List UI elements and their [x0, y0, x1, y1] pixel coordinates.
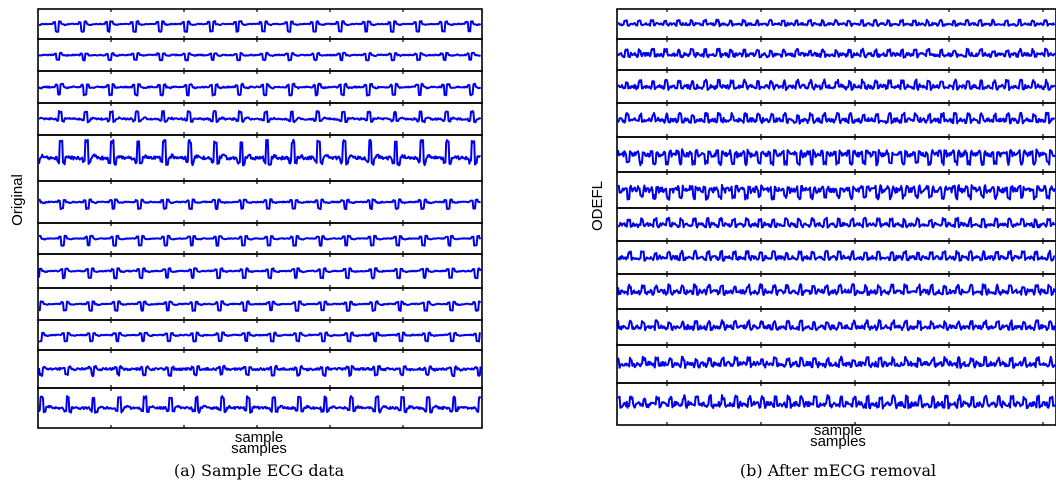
odefl-channel-9: [616, 273, 1056, 310]
channel-rows-odefl: [616, 8, 1056, 426]
odefl-channel-5: [616, 136, 1056, 173]
caption-original: (a) Sample ECG data: [174, 461, 345, 480]
xlabel-overlap-stub-original: sample: [235, 429, 283, 446]
ecg-trace: [38, 138, 481, 167]
xlabel-odefl: samples: [810, 433, 866, 450]
ecg-trace: [617, 319, 1056, 332]
original-channel-8: [37, 253, 483, 289]
odefl-channel-3: [616, 69, 1056, 104]
ecg-trace: [617, 148, 1056, 167]
original-channel-11: [37, 349, 483, 389]
ecg-trace: [38, 267, 482, 280]
ecg-trace: [617, 355, 1056, 369]
odefl-channel-10: [616, 308, 1056, 346]
ecg-trace: [617, 216, 1056, 229]
ecg-trace: [38, 51, 481, 62]
ecg-trace: [617, 111, 1055, 125]
odefl-channel-12: [616, 382, 1056, 426]
ecg-trace: [38, 300, 482, 312]
original-channel-10: [37, 319, 483, 351]
original-channel-7: [37, 222, 483, 255]
original-channel-1: [37, 8, 483, 40]
ecg-trace: [617, 78, 1056, 92]
ecg-trace: [38, 364, 482, 378]
chart-panel-original: sample samples Original (a) Sample ECG d…: [9, 8, 483, 480]
original-channel-3: [37, 70, 483, 104]
ecg-trace: [38, 20, 482, 33]
ecg-trace: [38, 234, 482, 247]
original-channel-5: [37, 134, 483, 182]
odefl-channel-1: [616, 8, 1056, 40]
ylabel-odefl: ODEFL: [589, 181, 606, 231]
caption-odefl: (b) After mECG removal: [740, 461, 936, 480]
odefl-channel-11: [616, 344, 1056, 384]
original-channel-4: [37, 102, 483, 136]
channel-rows-original: [37, 8, 483, 429]
ecg-trace: [38, 82, 482, 97]
ecg-trace: [617, 394, 1056, 410]
ecg-trace: [617, 283, 1056, 297]
original-channel-12: [37, 387, 483, 429]
ecg-trace: [38, 110, 482, 124]
xlabel-overlap-stub-odefl: sample: [814, 422, 862, 439]
odefl-channel-6: [616, 171, 1056, 209]
odefl-channel-2: [616, 38, 1056, 71]
odefl-channel-7: [616, 207, 1056, 242]
ylabel-original: Original: [9, 174, 26, 226]
odefl-channel-4: [616, 102, 1056, 138]
odefl-channel-8: [616, 240, 1056, 275]
chart-panel-odefl: sample samples ODEFL (b) After mECG remo…: [589, 8, 1056, 480]
ecg-trace: [38, 331, 481, 343]
ecg-trace: [38, 198, 481, 211]
ecg-trace: [38, 395, 482, 414]
channel-frame: [616, 382, 1056, 426]
xlabel-original: samples: [231, 440, 287, 457]
original-channel-6: [37, 180, 483, 224]
original-channel-9: [37, 287, 483, 321]
channel-frame: [37, 387, 483, 429]
original-channel-2: [37, 38, 483, 72]
ecg-trace: [617, 47, 1056, 59]
ecg-trace: [617, 18, 1056, 28]
ecg-trace: [617, 249, 1055, 262]
ecg-trace: [617, 183, 1056, 201]
